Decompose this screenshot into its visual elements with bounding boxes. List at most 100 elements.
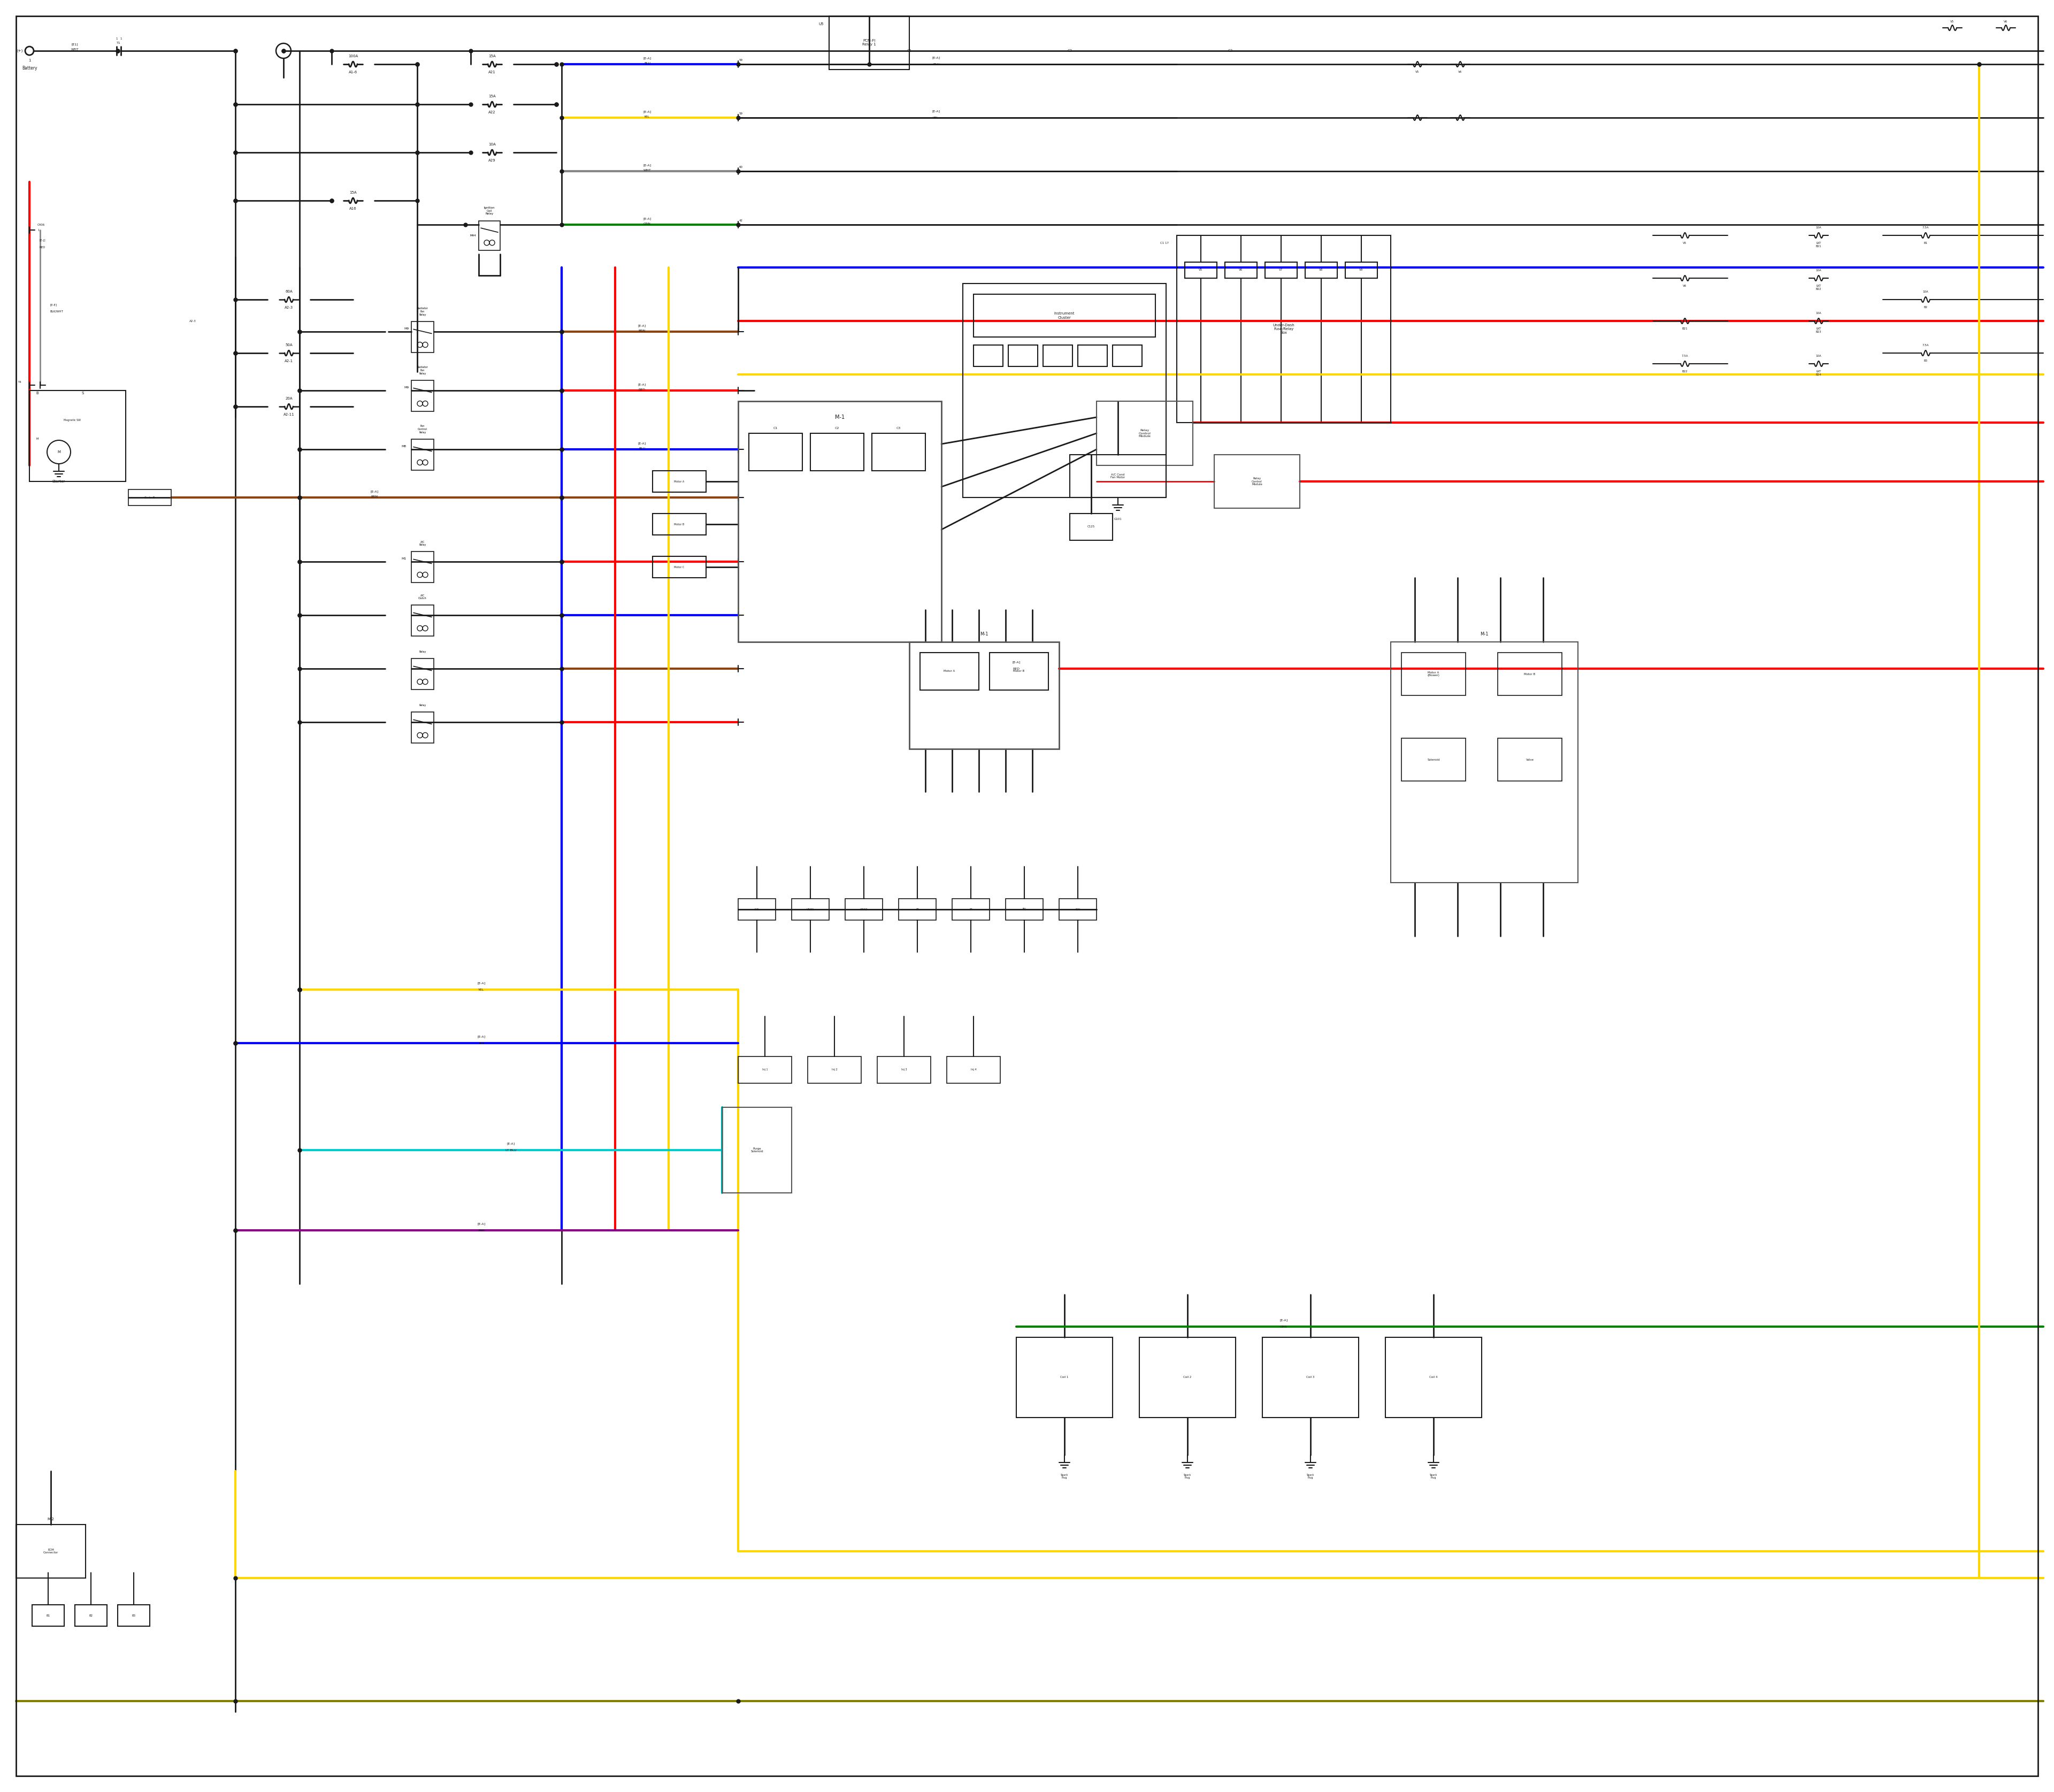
Bar (1009, 346, 1037, 366)
Bar (1070, 514, 1113, 539)
Text: S: S (82, 392, 84, 394)
Text: C406: C406 (37, 224, 45, 226)
Bar (411, 321, 433, 353)
Text: 60: 60 (739, 165, 744, 168)
Bar (1060, 898, 1097, 919)
Text: Coil 2: Coil 2 (1183, 1376, 1191, 1378)
Text: YEL: YEL (645, 115, 651, 118)
Bar (1043, 346, 1072, 366)
Text: YEL: YEL (479, 987, 485, 991)
Text: A2-3: A2-3 (286, 306, 294, 310)
Text: 42: 42 (739, 219, 744, 222)
Bar (1070, 455, 1167, 498)
Text: B1: B1 (1925, 242, 1927, 244)
Text: C2: C2 (1068, 48, 1072, 52)
Text: IAB: IAB (754, 909, 760, 910)
Bar (1384, 1337, 1481, 1417)
Text: Motor B: Motor B (1524, 672, 1536, 676)
Text: V6: V6 (2005, 20, 2009, 23)
Text: B1: B1 (47, 1615, 49, 1616)
Text: V6: V6 (1682, 285, 1686, 287)
Text: C1: C1 (908, 48, 912, 52)
Text: IGN: IGN (1076, 909, 1080, 910)
Text: C3: C3 (896, 426, 902, 430)
Text: A1-6: A1-6 (349, 70, 357, 73)
Text: (+): (+) (16, 48, 23, 52)
Bar (1177, 235, 1391, 423)
Text: VRIS1: VRIS1 (807, 909, 813, 910)
Bar (811, 434, 865, 471)
Bar (900, 898, 937, 919)
Bar (974, 346, 1002, 366)
Text: Magnetic SW: Magnetic SW (64, 419, 80, 421)
Text: Motor A: Motor A (943, 670, 955, 672)
Bar (1097, 401, 1193, 466)
Text: Valve: Valve (1526, 758, 1534, 762)
Text: [E-A]: [E-A] (639, 443, 645, 444)
Text: B3: B3 (131, 1615, 136, 1616)
Text: FP: FP (916, 909, 918, 910)
Text: [E-A]: [E-A] (1013, 661, 1021, 663)
Bar (1304, 262, 1337, 278)
Text: BLU: BLU (479, 1041, 485, 1045)
Text: A16: A16 (349, 208, 357, 210)
Bar (127, 489, 170, 505)
Text: [E-J]: [E-J] (39, 240, 45, 242)
Text: T1: T1 (117, 41, 121, 45)
Text: PNK: PNK (479, 1229, 485, 1231)
Text: 7.5A: 7.5A (1923, 226, 1929, 229)
Text: 100A: 100A (347, 54, 357, 57)
Text: Inj 1: Inj 1 (762, 1068, 768, 1072)
Bar (974, 294, 1154, 337)
Text: A2-11: A2-11 (283, 412, 294, 416)
Text: Coil 4: Coil 4 (1430, 1376, 1438, 1378)
Bar (1497, 738, 1561, 781)
Text: A/C
Relay: A/C Relay (419, 541, 425, 547)
Text: VRIS2: VRIS2 (861, 909, 867, 910)
Bar (737, 401, 941, 642)
Text: [E-A]: [E-A] (643, 217, 651, 220)
Bar (1391, 642, 1577, 883)
Bar (844, 898, 883, 919)
Text: GRN: GRN (1280, 1326, 1288, 1328)
Bar (653, 556, 707, 577)
Text: T4: T4 (18, 380, 21, 383)
Text: [E-A]: [E-A] (1280, 1319, 1288, 1321)
Text: FP: FP (969, 909, 972, 910)
Text: 7.5A: 7.5A (1923, 344, 1929, 346)
Text: C125: C125 (1087, 525, 1095, 529)
Text: M-1: M-1 (834, 414, 844, 419)
Text: Purge
Solenoid: Purge Solenoid (750, 1147, 764, 1152)
Bar (16, 1525, 86, 1579)
Text: U5: U5 (820, 23, 824, 25)
Text: PCM-FI
Relay 1: PCM-FI Relay 1 (863, 39, 877, 47)
Bar (1401, 652, 1467, 695)
Bar (1017, 1337, 1113, 1417)
Bar (963, 283, 1167, 498)
Text: BLK/WHT: BLK/WHT (49, 310, 64, 312)
Text: Inj 2: Inj 2 (832, 1068, 838, 1072)
Text: ECM
Connector: ECM Connector (43, 1548, 58, 1554)
Bar (1263, 1337, 1358, 1417)
Text: 50A: 50A (286, 344, 292, 346)
Text: V9: V9 (1360, 269, 1364, 271)
Text: Inj 3: Inj 3 (902, 1068, 906, 1072)
Text: INJ: INJ (1023, 909, 1027, 910)
Text: Relay: Relay (419, 650, 425, 652)
Text: 10A: 10A (1816, 269, 1822, 272)
Text: V8: V8 (1319, 269, 1323, 271)
Bar (1265, 262, 1298, 278)
Text: [E-A]: [E-A] (370, 491, 378, 493)
Text: [E-A]: [E-A] (477, 1036, 485, 1038)
Text: 15A: 15A (349, 192, 357, 194)
Text: [E-A]: [E-A] (643, 57, 651, 59)
Text: [E-A]: [E-A] (639, 383, 645, 385)
Text: A22: A22 (489, 111, 495, 115)
Bar (74, 1606, 107, 1625)
Text: Fan
Control
Relay: Fan Control Relay (417, 425, 427, 434)
Text: 7.5A: 7.5A (1682, 355, 1688, 357)
Bar (737, 898, 776, 919)
Text: Ignition
Coil
Relay: Ignition Coil Relay (485, 206, 495, 215)
Text: M-2: M-2 (47, 1518, 53, 1521)
Text: B2: B2 (88, 1615, 92, 1616)
